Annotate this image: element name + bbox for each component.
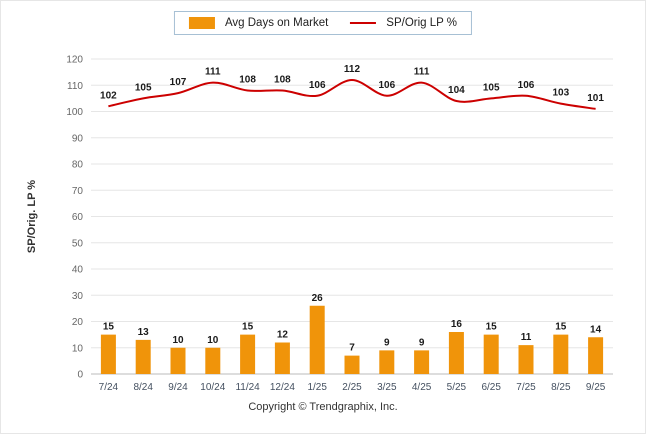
bar-avg-days	[553, 334, 569, 374]
legend-bar-swatch	[188, 17, 215, 29]
y-tick-label: 20	[72, 317, 84, 328]
bar-value-label: 7	[349, 343, 355, 354]
y-tick-label: 50	[72, 238, 84, 249]
line-value-label: 106	[378, 80, 395, 91]
x-tick-label: 3/25	[377, 382, 397, 393]
line-value-label: 108	[274, 75, 291, 86]
x-tick-label: 11/24	[235, 382, 260, 393]
y-tick-label: 30	[72, 291, 84, 302]
bar-value-label: 14	[590, 324, 602, 335]
line-value-label: 101	[587, 93, 604, 104]
bar-value-label: 16	[451, 319, 463, 330]
bar-value-label: 26	[312, 293, 324, 304]
line-value-label: 104	[448, 85, 465, 96]
y-tick-label: 100	[66, 107, 83, 118]
line-value-label: 111	[205, 67, 221, 78]
line-value-label: 103	[552, 88, 569, 99]
x-tick-label: 5/25	[447, 382, 467, 393]
y-tick-label: 120	[66, 55, 83, 66]
y-axis-title: SP/Orig. LP %	[26, 180, 38, 253]
line-value-label: 106	[309, 80, 326, 91]
bar-avg-days	[170, 347, 186, 374]
x-tick-label: 8/25	[551, 382, 571, 393]
x-tick-label: 12/24	[270, 382, 295, 393]
bar-avg-days	[240, 334, 256, 374]
y-tick-label: 40	[72, 265, 84, 276]
bar-avg-days	[518, 345, 534, 374]
bar-avg-days	[588, 337, 604, 374]
x-tick-label: 7/24	[99, 382, 119, 393]
bar-avg-days	[274, 342, 290, 374]
combo-chart: 0 10 20 30 40 50 60 70 80 90 100 110 120 SP/Orig. LP …	[26, 55, 613, 393]
bar-value-label: 11	[521, 332, 532, 343]
legend-bar-label: Avg Days on Market	[224, 17, 329, 29]
x-tick-label: 10/24	[200, 382, 225, 393]
legend-line-swatch	[350, 22, 377, 24]
bar-value-label: 10	[207, 335, 219, 346]
line-value-label: 105	[135, 82, 152, 93]
line-value-label: 105	[483, 82, 500, 93]
line-value-label: 102	[100, 90, 117, 101]
y-tick-label: 60	[72, 212, 84, 223]
bar-avg-days	[379, 350, 395, 374]
x-tick-label: 2/25	[342, 382, 362, 393]
x-tick-label: 9/25	[586, 382, 606, 393]
line-value-label: 106	[518, 80, 535, 91]
bar-avg-days	[309, 305, 325, 374]
line-sp-orig-lp	[108, 78, 596, 110]
y-tick-label: 70	[72, 186, 84, 197]
bar-value-label: 15	[486, 322, 498, 333]
x-tick-label: 9/24	[168, 382, 188, 393]
bar-avg-days	[483, 334, 499, 374]
bar-value-label: 15	[555, 322, 567, 333]
y-tick-label: 90	[72, 133, 84, 144]
line-value-label: 112	[344, 64, 361, 75]
line-value-label: 108	[239, 75, 256, 86]
bar-value-label: 9	[384, 337, 390, 348]
y-tick-label: 0	[77, 370, 83, 381]
x-tick-label: 7/25	[516, 382, 536, 393]
bar-avg-days	[135, 339, 151, 374]
legend-line-label: SP/Orig LP %	[386, 17, 458, 29]
bar-value-label: 15	[103, 322, 115, 333]
line-value-label: 111	[414, 67, 430, 78]
bar-avg-days	[100, 334, 116, 374]
y-tick-label: 110	[67, 81, 83, 92]
bar-value-label: 9	[419, 337, 425, 348]
x-tick-label: 4/25	[412, 382, 432, 393]
x-tick-label: 6/25	[481, 382, 501, 393]
y-tick-label: 80	[72, 160, 84, 171]
x-tick-label: 1/25	[307, 382, 327, 393]
copyright-text: Copyright © Trendgraphix, Inc.	[248, 401, 398, 413]
bar-value-label: 15	[242, 322, 254, 333]
bar-value-label: 10	[172, 335, 184, 346]
bar-avg-days	[414, 350, 430, 374]
chart-legend: Avg Days on Market SP/Orig LP %	[173, 11, 473, 35]
bar-avg-days	[448, 332, 464, 374]
y-tick-label: 10	[72, 343, 84, 354]
x-tick-label: 8/24	[133, 382, 153, 393]
bar-avg-days	[344, 355, 360, 374]
bar-value-label: 13	[138, 327, 150, 338]
bar-avg-days	[205, 347, 221, 374]
bar-value-label: 12	[277, 330, 289, 341]
line-value-label: 107	[170, 77, 187, 88]
